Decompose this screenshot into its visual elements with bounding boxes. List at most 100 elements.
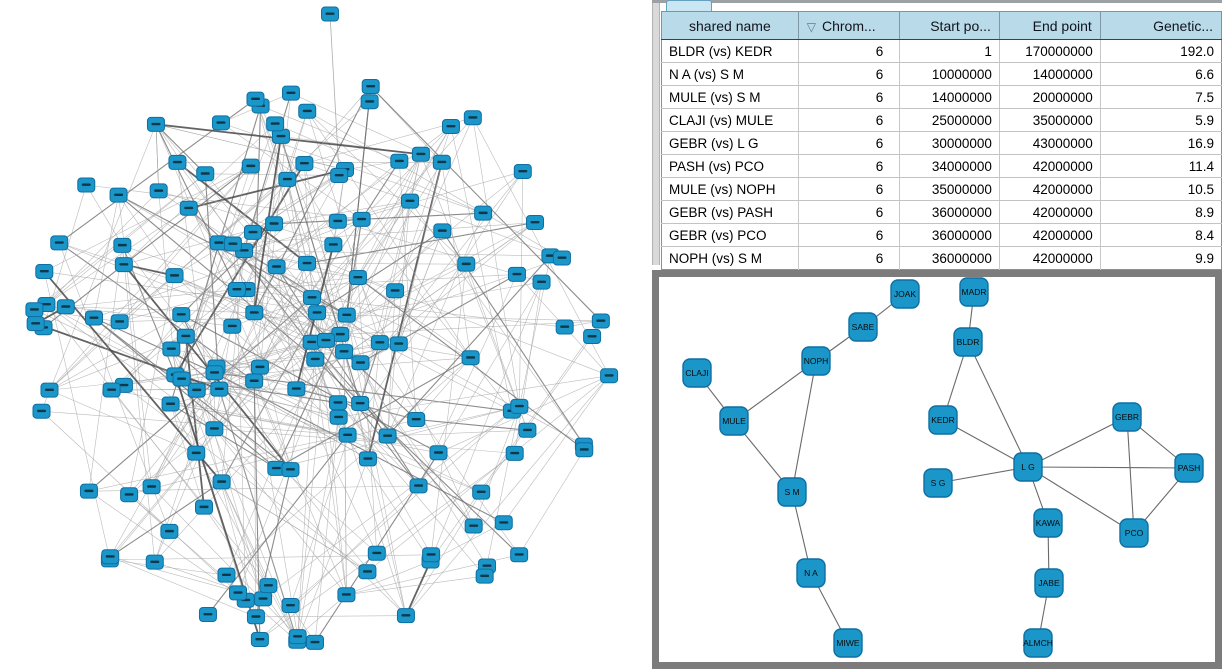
network-node[interactable] [457,256,476,272]
network-node[interactable] [245,305,264,321]
network-node[interactable] [338,427,357,443]
network-node[interactable] [390,153,409,169]
network-node[interactable] [518,422,537,438]
network-node[interactable] [475,568,494,584]
network-node[interactable] [335,344,354,360]
network-node[interactable] [142,479,161,495]
network-node[interactable] [358,451,377,467]
network-edge-S G-L G[interactable] [937,466,1029,484]
subnetwork-canvas[interactable]: JOAK MADR SABE NOPH BLDR CLAJI MULE KEDR GEBR L G… [659,277,1215,662]
network-node[interactable] [227,281,246,297]
network-node-PCO[interactable]: PCO [1119,518,1149,548]
network-node[interactable] [591,313,610,329]
network-node[interactable] [367,545,386,561]
network-edge-GEBR-PCO[interactable] [1126,416,1135,534]
network-node[interactable] [266,116,285,132]
network-edge-L G-PCO[interactable] [1027,466,1135,534]
network-node[interactable] [172,307,191,323]
network-node[interactable] [77,177,96,193]
network-node[interactable] [172,371,191,387]
column-header-shared_name[interactable]: shared name [661,11,799,40]
network-node[interactable] [295,155,314,171]
table-row[interactable]: GEBR (vs) PCO 6 36000000 42000000 8.4 [661,223,1222,247]
network-node[interactable] [32,403,51,419]
network-node[interactable] [229,585,248,601]
network-node[interactable] [386,283,405,299]
network-node-S G[interactable]: S G [923,468,953,498]
network-node[interactable] [40,382,59,398]
network-node-NOPH[interactable]: NOPH [801,346,831,376]
network-node[interactable] [196,166,215,182]
network-node[interactable] [187,382,206,398]
network-node[interactable] [298,255,317,271]
network-node[interactable] [114,257,133,273]
network-node-KEDR[interactable]: KEDR [928,405,958,435]
network-node[interactable] [198,606,217,622]
network-node[interactable] [360,94,379,110]
filter-icon[interactable]: ▽ [806,19,816,34]
network-node[interactable] [329,395,348,411]
network-node[interactable] [176,328,195,344]
network-node[interactable] [278,171,297,187]
network-node[interactable] [250,631,269,647]
network-node[interactable] [101,549,120,565]
network-node[interactable] [324,237,343,253]
network-node[interactable] [600,368,619,384]
network-node[interactable] [306,351,325,367]
network-node[interactable] [328,213,347,229]
network-node[interactable] [409,478,428,494]
network-node[interactable] [432,154,451,170]
network-node[interactable] [145,554,164,570]
network-node[interactable] [102,382,121,398]
network-node-BLDR[interactable]: BLDR [953,327,983,357]
network-node[interactable] [396,608,415,624]
network-node[interactable] [331,326,350,342]
network-node[interactable] [389,336,408,352]
panel-splitter[interactable] [652,3,660,265]
column-header-genetic[interactable]: Genetic... [1100,11,1222,40]
network-node-MADR[interactable]: MADR [959,277,989,307]
main-network-canvas[interactable] [0,0,652,669]
network-node[interactable] [583,329,602,345]
network-node-MIWE[interactable]: MIWE [833,628,863,658]
network-node[interactable] [211,115,230,131]
network-node[interactable] [351,395,370,411]
network-node[interactable] [510,547,529,563]
network-node[interactable] [149,183,168,199]
network-node[interactable] [330,167,349,183]
network-node[interactable] [241,158,260,174]
network-node[interactable] [210,381,229,397]
table-row[interactable]: MULE (vs) NOPH 6 35000000 42000000 10.5 [661,177,1222,201]
network-edge-L G-GEBR[interactable] [1027,416,1128,468]
network-node[interactable] [463,110,482,126]
network-node[interactable] [532,274,551,290]
network-node[interactable] [316,332,335,348]
network-node[interactable] [25,302,44,318]
network-edge-NOPH-S M[interactable] [791,360,817,493]
network-node[interactable] [461,350,480,366]
network-node[interactable] [265,216,284,232]
network-node[interactable] [361,79,380,95]
network-node[interactable] [146,116,165,132]
network-node[interactable] [56,299,75,315]
network-node-ALMCH[interactable]: ALMCH [1023,628,1053,658]
network-node-SABE[interactable]: SABE [848,312,878,342]
table-row[interactable]: NOPH (vs) S M 6 36000000 42000000 9.9 [661,246,1222,270]
column-header-start_point[interactable]: Start po... [899,11,1000,40]
network-node[interactable] [575,442,594,458]
network-node[interactable] [429,445,448,461]
table-row[interactable]: GEBR (vs) PASH 6 36000000 42000000 8.9 [661,200,1222,224]
network-node-N A[interactable]: N A [796,558,826,588]
table-row[interactable]: MULE (vs) S M 6 14000000 20000000 7.5 [661,85,1222,109]
hairball-network[interactable] [0,0,652,669]
column-header-chromosome[interactable]: ▽ Chrom... [798,11,901,40]
network-node[interactable] [259,578,278,594]
network-node[interactable] [321,6,339,22]
network-node[interactable] [110,314,129,330]
network-node[interactable] [441,119,460,135]
network-node[interactable] [474,205,493,221]
network-node[interactable] [245,373,264,389]
network-node[interactable] [84,310,103,326]
network-node-L G[interactable]: L G [1013,452,1043,482]
network-node[interactable] [194,499,213,515]
